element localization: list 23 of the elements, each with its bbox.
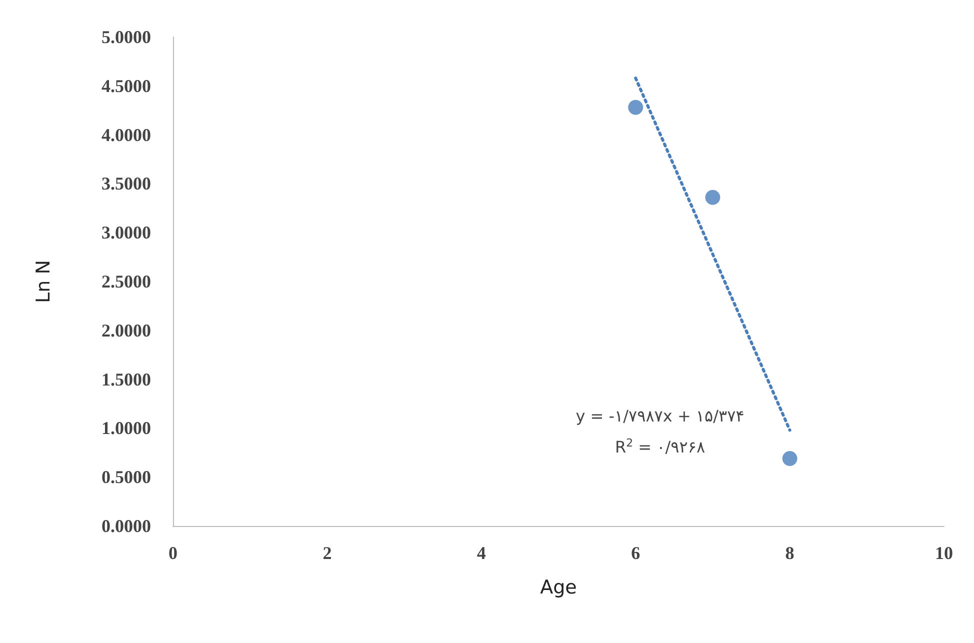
point <box>628 100 644 115</box>
y-tick-label: 1.0000 <box>102 418 151 438</box>
x-tick-label: 10 <box>935 543 953 563</box>
point <box>782 451 798 466</box>
x-tick-label: 0 <box>168 543 178 563</box>
x-tick-label: 2 <box>322 543 332 563</box>
point <box>705 190 720 205</box>
y-tick-label: 4.5000 <box>102 76 151 96</box>
y-axis-title: Ln N <box>32 260 54 303</box>
y-tick-label: 2.0000 <box>102 320 151 340</box>
y-tick-label: 0.5000 <box>102 467 151 488</box>
y-tick-label: 3.5000 <box>102 174 151 194</box>
annotation: y = -۱/۷۹۸۷x + ۱۵/۳۷۴ <box>576 406 744 426</box>
y-tick-label: 0.0000 <box>102 516 151 536</box>
y-tick-label: 4.0000 <box>102 124 151 145</box>
x-tick-label: 6 <box>631 543 640 563</box>
y-tick-label: 3.0000 <box>102 222 151 243</box>
y-tick-label: 2.5000 <box>102 272 151 292</box>
y-tick-label: 5.0000 <box>102 27 151 47</box>
y-tick-label: 1.5000 <box>102 369 151 390</box>
x-tick-label: 4 <box>476 543 486 563</box>
x-axis-title: Age <box>540 576 577 598</box>
x-tick-label: 8 <box>785 543 794 563</box>
